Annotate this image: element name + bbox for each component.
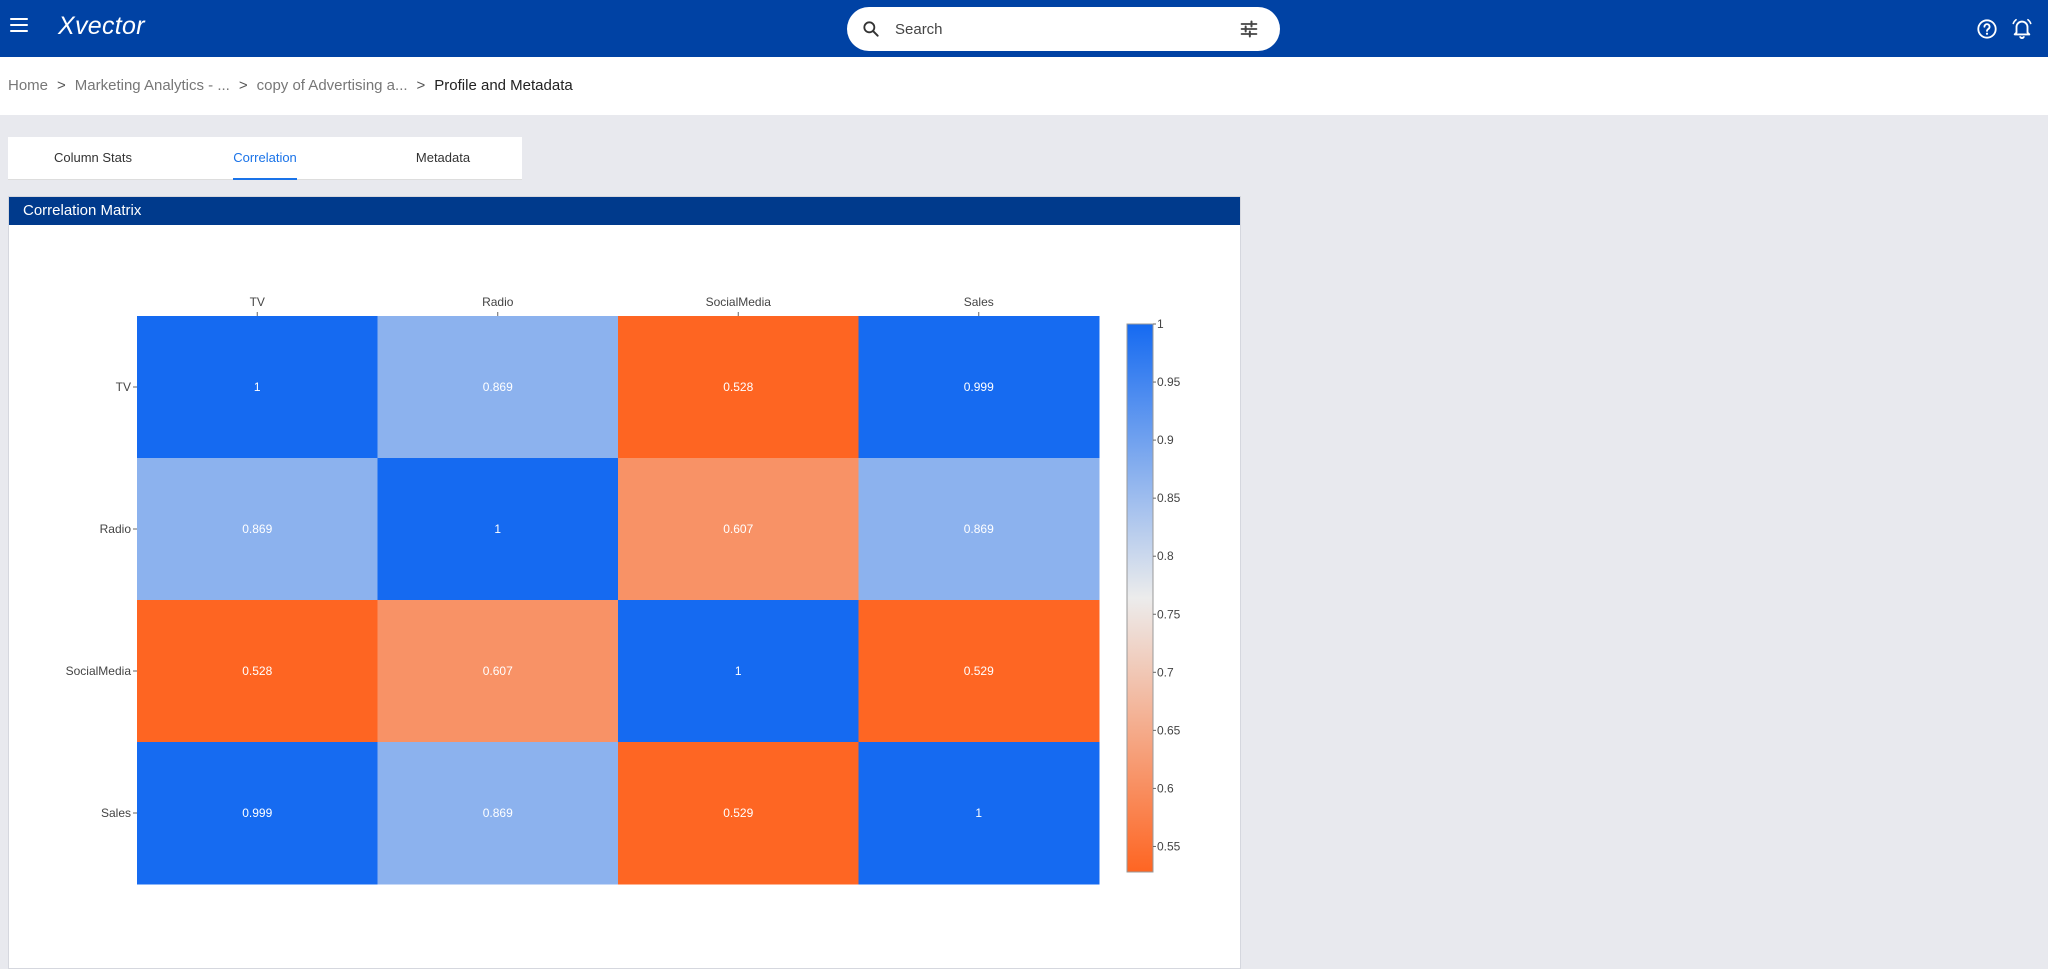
colorbar [1126,323,1154,873]
x-axis-label: Radio [482,295,514,309]
cell-value-label: 1 [975,806,982,820]
correlation-heatmap: 1 0.869 0.528 0.999 0.869 1 0.607 0.869 0.528 0.6… [66,295,1181,885]
y-axis-label: Radio [100,522,132,536]
tab-metadata[interactable]: Metadata [415,150,471,165]
breadcrumb-separator: > [238,77,248,94]
breadcrumb-current: Profile and Metadata [434,77,573,94]
colorbar-tick-label: 0.75 [1157,607,1181,621]
cell-value-label: 1 [735,664,742,678]
breadcrumb-bar: Home > Marketing Analytics - ... > copy … [0,57,2048,115]
colorbar-tick-label: 0.55 [1157,839,1181,853]
colorbar-tick-label: 0.65 [1157,723,1181,737]
tab-column-stats[interactable]: Column Stats [53,150,133,165]
y-axis-label: SocialMedia [66,664,132,678]
heatmap-cell [618,600,859,743]
heatmap-cell [377,316,619,459]
notification-bell-icon[interactable] [2011,17,2033,39]
breadcrumb: Home > Marketing Analytics - ... > copy … [8,77,573,94]
heatmap-cell [858,742,1100,885]
cell-value-label: 0.999 [242,806,272,820]
y-axis-label: TV [116,380,131,394]
colorbar-tick-label: 1 [1157,317,1164,331]
cell-value-label: 1 [254,380,261,394]
cell-value-label: 0.869 [964,522,994,536]
cell-value-label: 0.529 [964,664,994,678]
heatmap-cell [858,600,1100,743]
breadcrumb-separator: > [57,77,66,94]
cell-value-label: 0.869 [483,380,513,394]
colorbar-tick-label: 0.95 [1157,375,1181,389]
cell-value-label: 0.528 [242,664,272,678]
app-bar: Xvector [0,0,2048,57]
x-axis-label: Sales [964,295,994,309]
heatmap-cell [377,458,619,601]
search-box [847,7,1280,51]
x-axis-label: SocialMedia [706,295,772,309]
cell-value-label: 0.607 [483,664,513,678]
panel-title: Correlation Matrix [9,197,1240,225]
cell-value-label: 0.999 [964,380,994,394]
colorbar-tick-label: 0.9 [1157,433,1174,447]
heatmap-cell [618,316,859,459]
filter-settings-icon[interactable] [1239,19,1259,39]
colorbar-tick-label: 0.6 [1157,781,1174,795]
cell-value-label: 1 [494,522,501,536]
heatmap-cell [858,458,1100,601]
tab-bar: Column Stats Correlation Metadata [8,137,522,180]
breadcrumb-separator: > [416,77,426,94]
cell-value-label: 0.529 [723,806,753,820]
cell-value-label: 0.528 [723,380,753,394]
heatmap-cell [858,316,1100,459]
app-logo[interactable]: Xvector [58,12,145,40]
colorbar-tick-label: 0.85 [1157,491,1181,505]
heatmap-cell [377,600,619,743]
heatmap-cell [137,742,378,885]
menu-icon[interactable] [10,18,28,32]
colorbar-tick-label: 0.8 [1157,549,1174,563]
heatmap-cell [137,316,378,459]
search-input[interactable] [895,16,1215,42]
heatmap-cell [137,600,378,743]
x-axis-label: TV [250,295,265,309]
correlation-panel: Correlation Matrix 1 0.869 0.528 0.999 0.869… [8,196,1241,969]
colorbar-tick-label: 0.7 [1157,665,1174,679]
search-icon [863,21,879,37]
heatmap-cell [618,458,859,601]
cell-value-label: 0.869 [242,522,272,536]
cell-value-label: 0.607 [723,522,753,536]
breadcrumb-home[interactable]: Home [8,77,49,94]
breadcrumb-dataset[interactable]: copy of Advertising a... [256,77,408,94]
tab-correlation[interactable]: Correlation [233,137,297,180]
heatmap-cell [618,742,859,885]
cell-value-label: 0.869 [483,806,513,820]
help-icon[interactable] [1976,18,1998,40]
y-axis-label: Sales [101,806,131,820]
heatmap-cell [377,742,619,885]
breadcrumb-marketing-analytics[interactable]: Marketing Analytics - ... [74,77,230,94]
heatmap-cell [137,458,378,601]
